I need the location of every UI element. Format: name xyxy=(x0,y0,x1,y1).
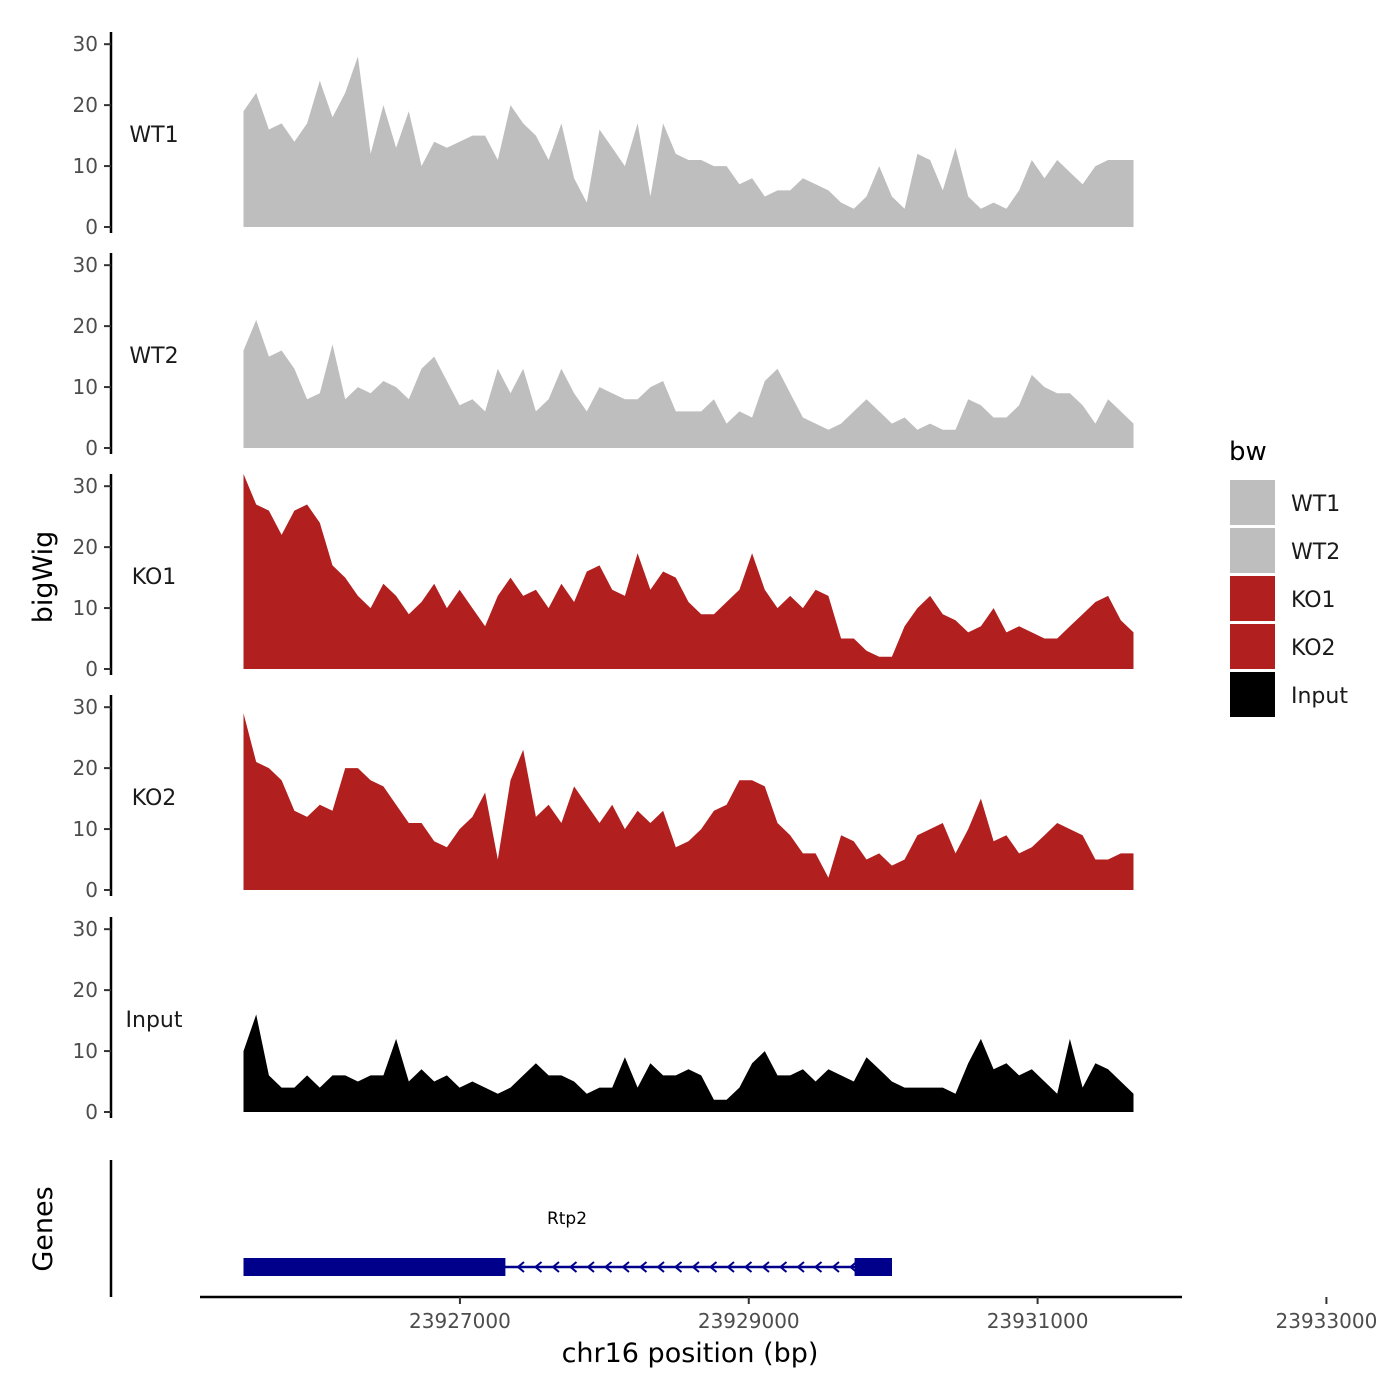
y-tick-label: 30 xyxy=(73,695,98,719)
track-wt1: 0 10 20 30 WT1 xyxy=(73,32,1134,239)
x-ticks: 23927000 23929000 23931000 23933000 xyxy=(409,1297,1377,1333)
strand-arrow xyxy=(638,1261,648,1273)
strand-arrow xyxy=(551,1261,560,1273)
x-tick-label: 23933000 xyxy=(1276,1309,1378,1333)
strand-arrow xyxy=(603,1261,613,1273)
y-tick-label: 30 xyxy=(73,253,98,277)
strand-arrow xyxy=(533,1261,543,1273)
strand-arrow xyxy=(848,1261,858,1273)
track-label: KO2 xyxy=(132,786,177,811)
y-tick-label: 10 xyxy=(73,1039,98,1063)
strand-arrow xyxy=(813,1261,823,1273)
legend-swatch xyxy=(1230,672,1275,717)
gene-panel: Genes Rtp2 xyxy=(28,1160,892,1297)
y-axis-title: bigWig xyxy=(28,531,59,624)
coverage-area-wt1 xyxy=(243,56,1134,228)
y-tick-label: 30 xyxy=(73,917,98,941)
y-tick-label: 10 xyxy=(73,154,98,178)
track-ko2: 0 10 20 30 KO2 xyxy=(73,695,1134,902)
legend-item-input: Input xyxy=(1230,672,1348,717)
legend-item-ko1: KO1 xyxy=(1230,576,1336,621)
x-tick-label: 23929000 xyxy=(698,1309,800,1333)
legend-label: WT2 xyxy=(1291,540,1340,565)
y-tick-label: 0 xyxy=(85,436,98,460)
legend-swatch xyxy=(1230,624,1275,669)
y-tick-label: 20 xyxy=(73,314,98,338)
y-tick-label: 10 xyxy=(73,375,98,399)
y-tick-label: 20 xyxy=(73,756,98,780)
legend-item-ko2: KO2 xyxy=(1230,624,1336,669)
track-label: KO1 xyxy=(132,565,177,590)
y-tick-label: 30 xyxy=(73,474,98,498)
coverage-area-input xyxy=(243,1014,1134,1112)
coverage-area-ko1 xyxy=(243,474,1134,669)
y-tick-label: 10 xyxy=(73,817,98,841)
coverage-area-ko2 xyxy=(243,713,1134,890)
gene-exon-block xyxy=(243,1258,506,1276)
strand-arrow xyxy=(691,1261,700,1273)
legend-item-wt1: WT1 xyxy=(1230,480,1340,525)
y-tick-label: 20 xyxy=(73,535,98,559)
track-input: 0 10 20 30 Input xyxy=(73,917,1134,1124)
y-tick-label: 10 xyxy=(73,596,98,620)
genes-axis-title: Genes xyxy=(28,1186,59,1271)
track-label: WT1 xyxy=(129,123,178,148)
gene-label: Rtp2 xyxy=(547,1209,587,1229)
strand-arrow xyxy=(761,1261,770,1273)
y-tick-label: 0 xyxy=(85,878,98,902)
strand-arrow xyxy=(778,1261,788,1273)
y-tick-label: 20 xyxy=(73,93,98,117)
strand-arrow xyxy=(621,1261,630,1273)
strand-arrow xyxy=(726,1261,735,1273)
legend-item-wt2: WT2 xyxy=(1230,528,1340,573)
legend-swatch xyxy=(1230,480,1275,525)
y-tick-label: 30 xyxy=(73,32,98,56)
track-panels: 0 10 20 30 WT1 0 10 20 30 WT2 0 10 20 30 KO1 0 10 20 30 KO2… xyxy=(73,32,1134,1124)
strand-arrow xyxy=(656,1261,665,1273)
y-tick-label: 0 xyxy=(85,657,98,681)
strand-arrow xyxy=(516,1261,525,1273)
track-ko1: 0 10 20 30 KO1 xyxy=(73,474,1134,681)
x-axis-title: chr16 position (bp) xyxy=(562,1338,819,1369)
y-tick-label: 0 xyxy=(85,215,98,239)
gene-exon-block xyxy=(854,1258,892,1276)
legend-label: Input xyxy=(1291,684,1348,709)
gene-track: Rtp2 xyxy=(243,1209,892,1276)
legend-label: KO1 xyxy=(1291,588,1336,613)
track-wt2: 0 10 20 30 WT2 xyxy=(73,253,1134,460)
x-tick-label: 23927000 xyxy=(409,1309,511,1333)
coverage-area-wt2 xyxy=(243,320,1134,448)
strand-arrow xyxy=(796,1261,805,1273)
strand-arrow xyxy=(708,1261,718,1273)
legend-label: WT1 xyxy=(1291,492,1340,517)
track-label: WT2 xyxy=(129,344,178,369)
y-tick-label: 20 xyxy=(73,978,98,1002)
strand-arrow xyxy=(831,1261,840,1273)
track-label: Input xyxy=(126,1008,183,1033)
legend: bw WT1 WT2 KO1 KO2 Input xyxy=(1229,437,1348,717)
y-tick-label: 0 xyxy=(85,1100,98,1124)
legend-swatch xyxy=(1230,528,1275,573)
strand-arrow xyxy=(673,1261,683,1273)
legend-items: WT1 WT2 KO1 KO2 Input xyxy=(1230,480,1348,717)
x-axis: 23927000 23929000 23931000 23933000 chr16 p… xyxy=(200,1295,1377,1369)
legend-title: bw xyxy=(1229,437,1267,467)
x-tick-label: 23931000 xyxy=(987,1309,1089,1333)
legend-swatch xyxy=(1230,576,1275,621)
strand-arrow xyxy=(586,1261,595,1273)
legend-label: KO2 xyxy=(1291,636,1336,661)
strand-arrow xyxy=(743,1261,753,1273)
strand-arrow xyxy=(568,1261,578,1273)
